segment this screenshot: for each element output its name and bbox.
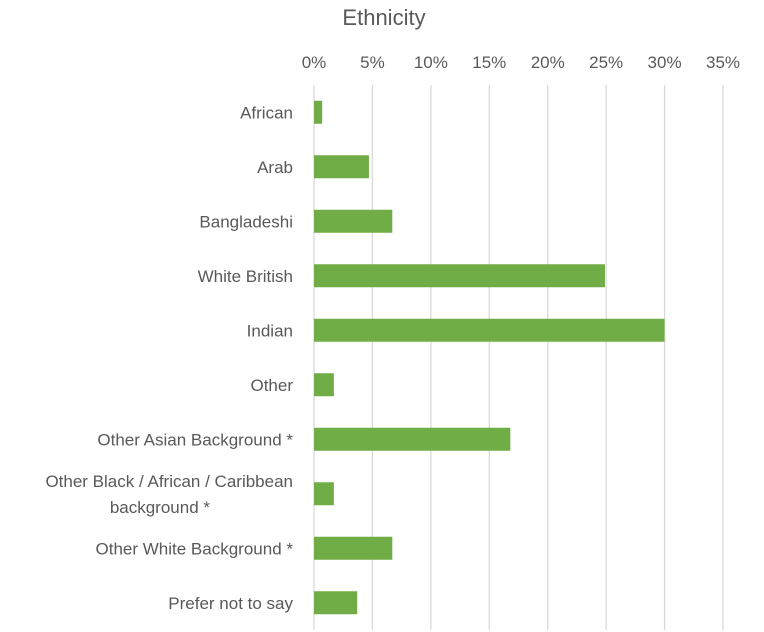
bar	[314, 373, 334, 397]
category-label: White British	[198, 267, 293, 286]
x-tick-label: 15%	[472, 53, 506, 72]
bar	[314, 427, 511, 451]
x-axis-ticks: 0% 5% 10% 15% 20% 25% 30% 35%	[302, 53, 740, 72]
bar	[314, 264, 605, 288]
category-label: Indian	[247, 321, 293, 340]
category-label: African	[240, 103, 293, 122]
category-labels: African Arab Bangladeshi White British India…	[45, 103, 293, 613]
x-tick-label: 35%	[706, 53, 740, 72]
category-label: Prefer not to say	[168, 594, 293, 613]
x-tick-label: 5%	[360, 53, 385, 72]
category-label: Arab	[257, 158, 293, 177]
x-tick-label: 0%	[302, 53, 327, 72]
bars	[314, 100, 665, 615]
bar	[314, 591, 358, 615]
category-label: Other	[250, 376, 293, 395]
bar	[314, 209, 393, 233]
category-label: Other White Background *	[96, 539, 294, 558]
category-label: Other Black / African / Caribbean backgro…	[45, 472, 293, 517]
x-tick-label: 20%	[531, 53, 565, 72]
bar	[314, 100, 323, 124]
bar	[314, 155, 369, 179]
x-tick-label: 10%	[414, 53, 448, 72]
bar	[314, 536, 393, 560]
category-label: Other Asian Background *	[97, 430, 293, 449]
x-tick-label: 30%	[648, 53, 682, 72]
gridlines	[313, 85, 724, 630]
bar	[314, 482, 334, 506]
bar	[314, 318, 665, 342]
chart-title: Ethnicity	[342, 5, 425, 30]
x-tick-label: 25%	[589, 53, 623, 72]
category-label: Bangladeshi	[199, 212, 293, 231]
